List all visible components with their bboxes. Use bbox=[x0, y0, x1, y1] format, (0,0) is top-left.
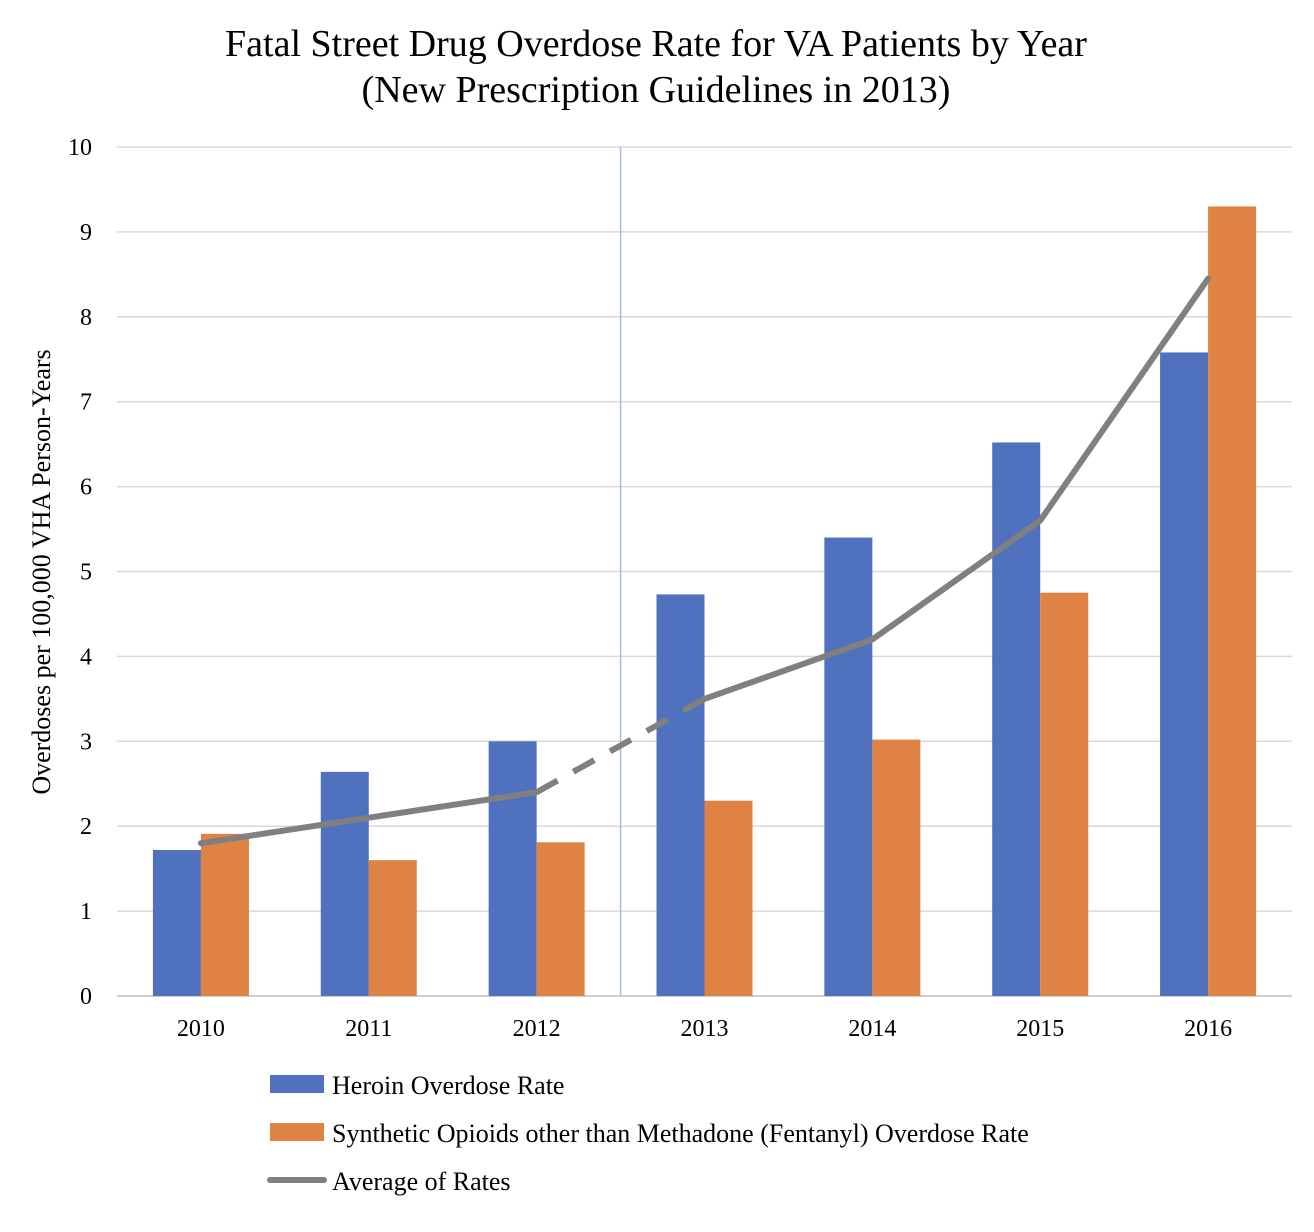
legend: Heroin Overdose Rate Synthetic Opioids ot… bbox=[267, 1071, 1029, 1196]
bar-synthetic-2011 bbox=[368, 860, 417, 996]
y-tick-label: 5 bbox=[80, 560, 92, 586]
x-tick-label: 2016 bbox=[1184, 1016, 1232, 1042]
chart-subtitle: (New Prescription Guidelines in 2013) bbox=[362, 69, 951, 111]
legend-label: Average of Rates bbox=[332, 1167, 511, 1196]
y-tick-label: 4 bbox=[80, 644, 92, 670]
y-axis-title: Overdoses per 100,000 VHA Person-Years bbox=[27, 349, 56, 794]
bar-synthetic-2012 bbox=[536, 842, 585, 996]
bar-heroin-2016 bbox=[1160, 352, 1209, 996]
bar-synthetic-2014 bbox=[872, 739, 921, 996]
legend-swatch bbox=[270, 1123, 324, 1141]
y-tick-label: 1 bbox=[80, 899, 92, 925]
bars bbox=[152, 206, 1257, 996]
bar-heroin-2014 bbox=[824, 537, 873, 996]
bar-synthetic-2016 bbox=[1208, 206, 1257, 996]
y-tick-label: 9 bbox=[80, 220, 92, 246]
bar-synthetic-2013 bbox=[704, 800, 753, 996]
average-line-segment-after bbox=[701, 275, 1212, 702]
x-tick-label: 2015 bbox=[1016, 1016, 1064, 1042]
y-tick-labels: 0 1 2 3 4 5 6 7 8 9 10 bbox=[68, 135, 92, 1010]
bar-heroin-2012 bbox=[488, 741, 537, 996]
y-tick-label: 6 bbox=[80, 475, 92, 501]
legend-label: Heroin Overdose Rate bbox=[332, 1071, 564, 1100]
legend-label: Synthetic Opioids other than Methadone (… bbox=[332, 1119, 1029, 1148]
y-tick-label: 7 bbox=[80, 390, 92, 416]
bar-synthetic-2010 bbox=[200, 833, 249, 996]
x-tick-labels: 2010 2011 2012 2013 2014 2015 2016 bbox=[177, 1016, 1232, 1042]
chart-title: Fatal Street Drug Overdose Rate for VA P… bbox=[225, 23, 1087, 65]
average-line-segment-before bbox=[197, 789, 540, 847]
y-tick-label: 0 bbox=[80, 984, 92, 1010]
y-tick-label: 8 bbox=[80, 305, 92, 331]
x-tick-label: 2012 bbox=[513, 1016, 561, 1042]
average-line-dashed-segment bbox=[535, 696, 706, 795]
x-tick-label: 2013 bbox=[681, 1016, 729, 1042]
bar-heroin-2013 bbox=[656, 594, 705, 996]
y-tick-label: 2 bbox=[80, 814, 92, 840]
bar-synthetic-2015 bbox=[1040, 592, 1089, 996]
bar-heroin-2010 bbox=[152, 849, 201, 996]
x-tick-label: 2011 bbox=[345, 1016, 392, 1042]
legend-swatch bbox=[270, 1075, 324, 1093]
y-tick-label: 3 bbox=[80, 729, 92, 755]
bar-heroin-2011 bbox=[320, 771, 369, 996]
y-tick-label: 10 bbox=[68, 135, 92, 161]
x-tick-label: 2014 bbox=[848, 1016, 896, 1042]
average-line bbox=[197, 275, 1212, 847]
x-tick-label: 2010 bbox=[177, 1016, 225, 1042]
